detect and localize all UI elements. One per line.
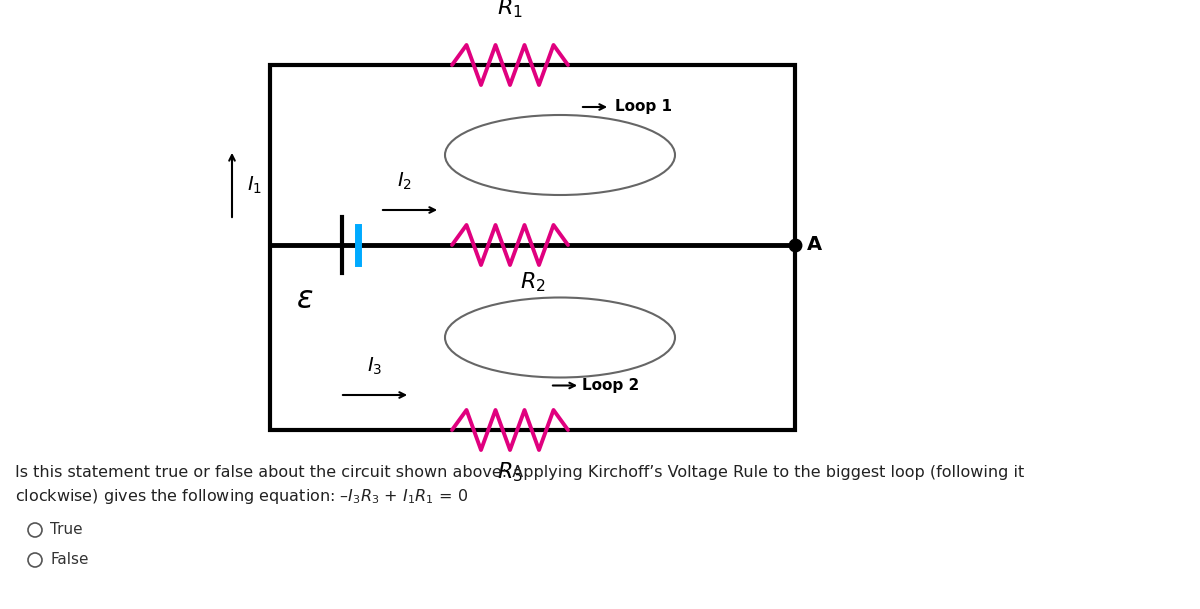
- Text: $\varepsilon$: $\varepsilon$: [296, 286, 313, 314]
- Text: False: False: [50, 552, 89, 568]
- Text: $I_3$: $I_3$: [367, 356, 383, 377]
- Text: $I_1$: $I_1$: [247, 174, 262, 195]
- Text: Loop 2: Loop 2: [582, 378, 640, 393]
- Text: $R_1$: $R_1$: [497, 0, 523, 20]
- Text: $R_2$: $R_2$: [520, 270, 546, 294]
- Text: Is this statement true or false about the circuit shown above: Applying Kirchoff: Is this statement true or false about th…: [14, 465, 1025, 480]
- Text: $R_3$: $R_3$: [497, 460, 523, 484]
- Text: A: A: [808, 236, 822, 255]
- Bar: [270, 65, 796, 430]
- Text: True: True: [50, 523, 83, 538]
- Text: $I_2$: $I_2$: [397, 171, 413, 192]
- Text: clockwise) gives the following equation: –$I_3$$R_3$ + $I_1$$R_1$ = 0: clockwise) gives the following equation:…: [14, 487, 468, 506]
- Text: Loop 1: Loop 1: [616, 99, 672, 114]
